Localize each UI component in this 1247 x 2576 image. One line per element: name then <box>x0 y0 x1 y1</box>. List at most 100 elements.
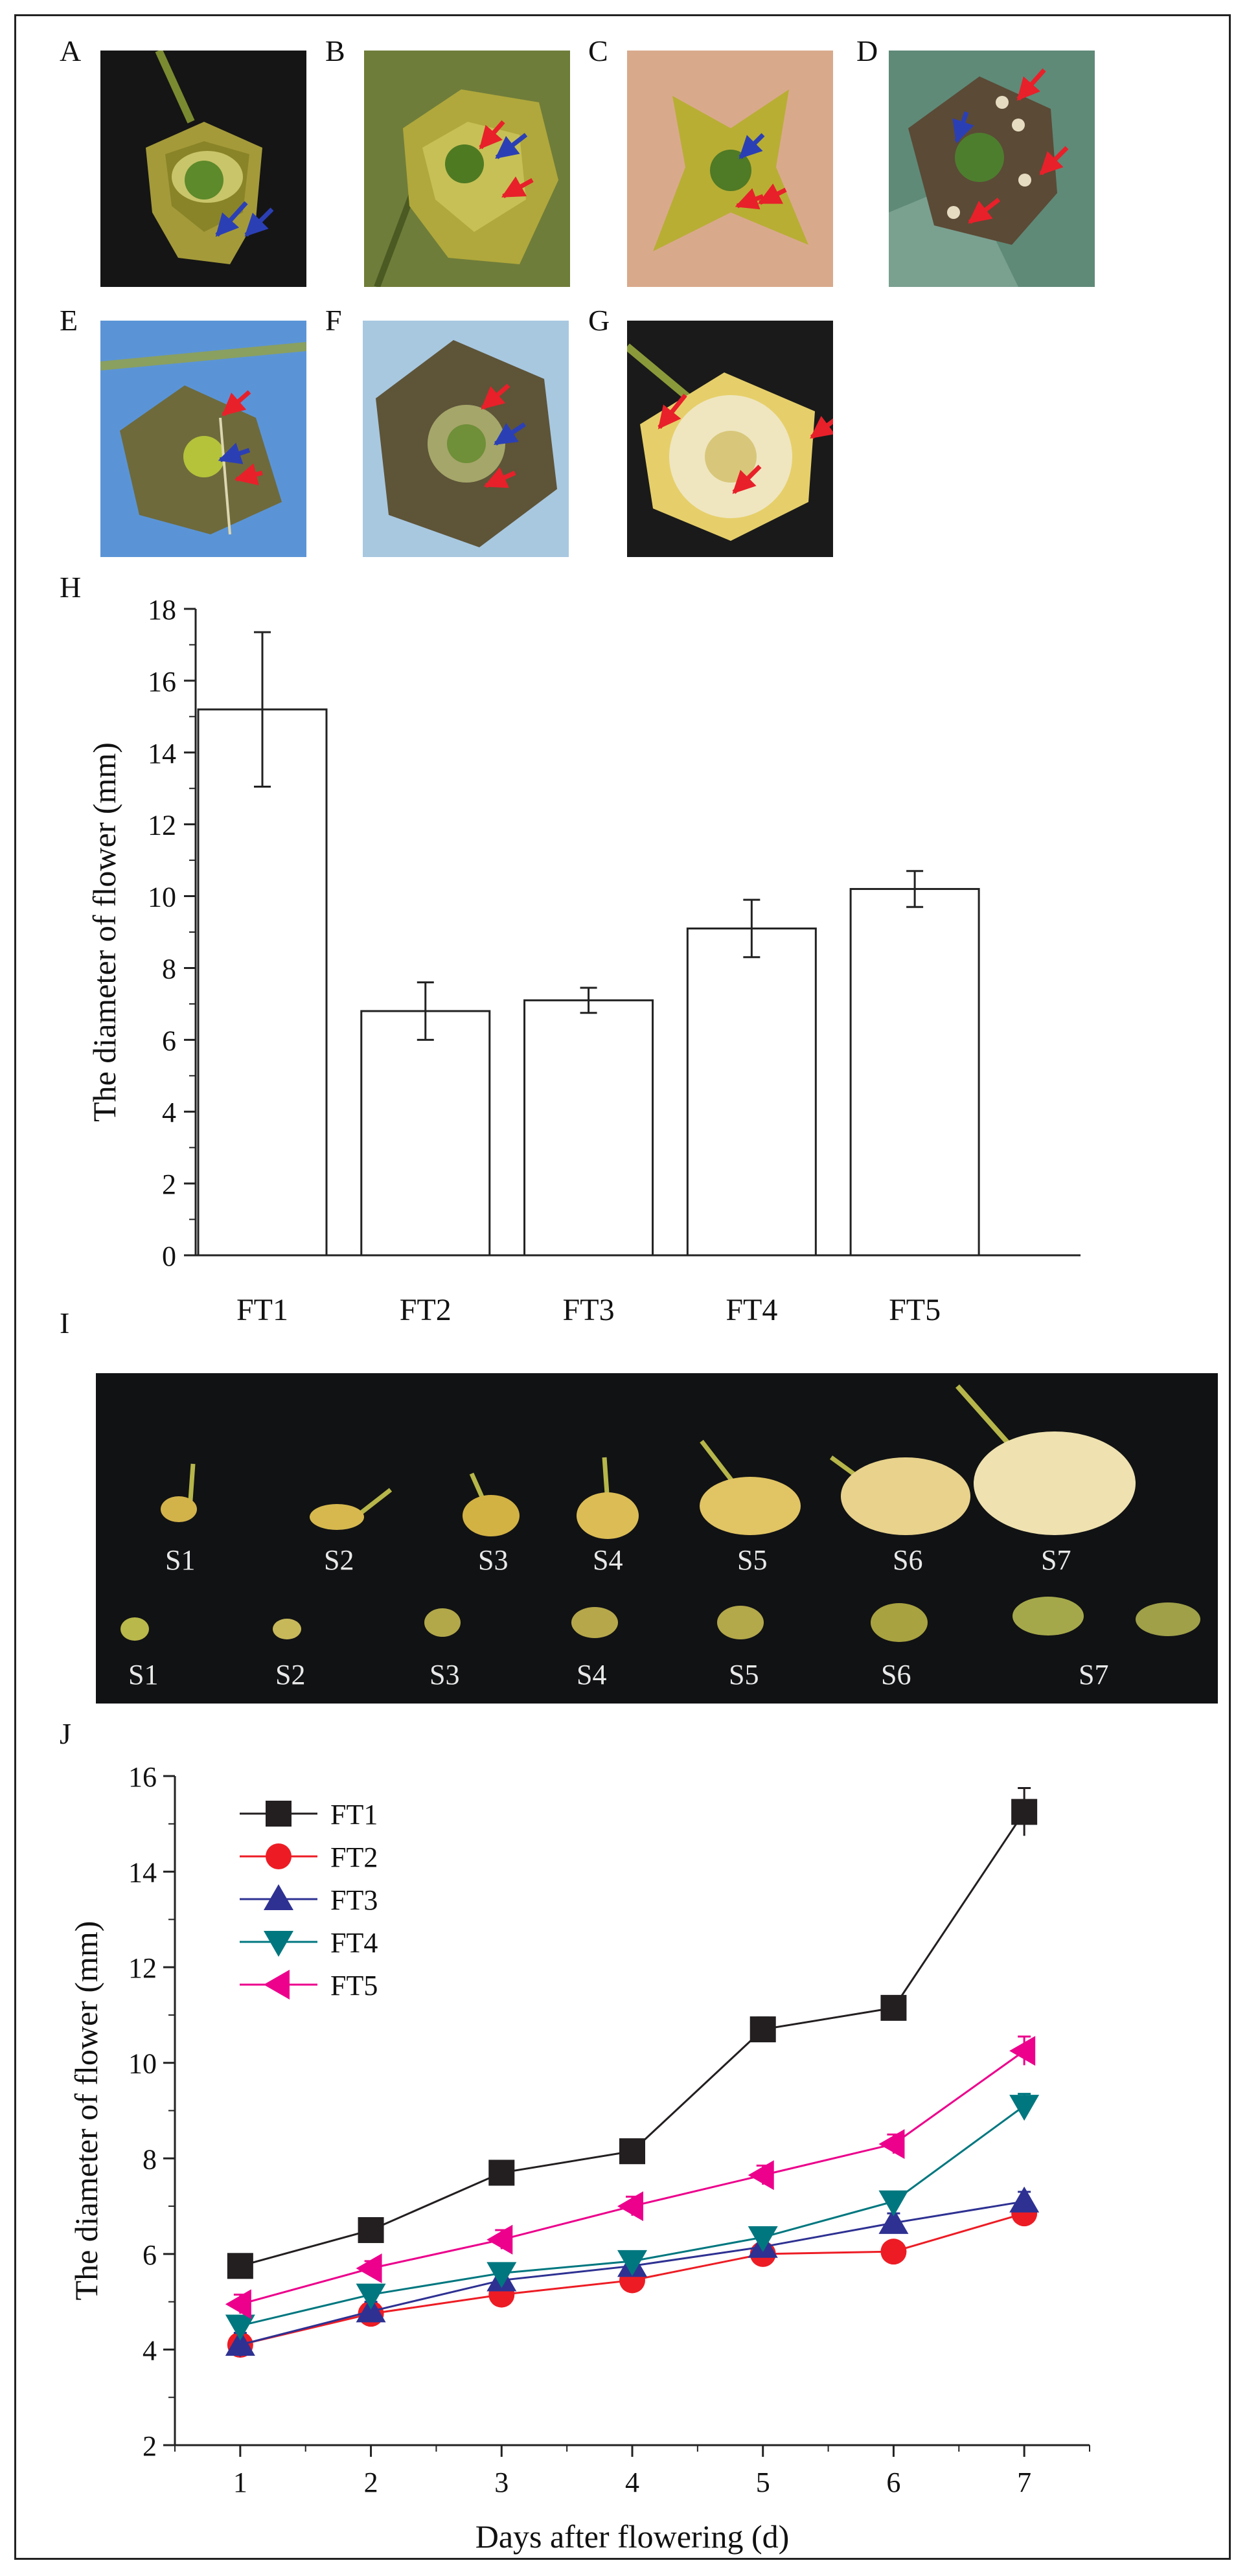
stage-label-row2-s5: S5 <box>729 1659 759 1691</box>
j-point-ft4 <box>748 2226 778 2253</box>
stage-label-row2-s1: S1 <box>128 1659 159 1691</box>
j-point-ft4 <box>225 2314 255 2341</box>
j-legend-label-ft5: FT5 <box>330 1970 378 2001</box>
h-bar-ft3 <box>523 999 654 1257</box>
panel-label-a: A <box>60 34 82 67</box>
stage-label-row2-s4: S4 <box>577 1659 607 1691</box>
panel-label-j: J <box>60 1717 71 1750</box>
h-bar-ft1 <box>197 708 328 1257</box>
j-point-ft2 <box>880 2239 907 2265</box>
j-point-ft4 <box>1009 2095 1040 2121</box>
h-y-axis-label: The diameter of flower (mm) <box>86 742 122 1122</box>
j-y-tick-label: 2 <box>143 2430 157 2462</box>
j-x-tick-label: 1 <box>233 2467 247 2498</box>
h-y-tick-label: 4 <box>162 1097 176 1128</box>
stage-row-1-flowers <box>161 1384 1136 1539</box>
j-point-ft3 <box>1009 2186 1040 2213</box>
j-point-ft1 <box>619 2138 645 2165</box>
j-legend-marker-ft1 <box>266 1801 292 1827</box>
photo-c <box>627 51 833 287</box>
photo-b <box>364 51 570 287</box>
stage-label-row2-s6: S6 <box>881 1659 911 1691</box>
j-point-ft1 <box>880 1994 907 2021</box>
stage-label-row1-s3: S3 <box>478 1544 509 1576</box>
j-x-tick-label: 4 <box>625 2467 639 2498</box>
j-point-ft1 <box>1011 1799 1038 1825</box>
panel-label-e: E <box>60 304 78 337</box>
stage-label-row1-s5: S5 <box>737 1544 768 1576</box>
stage-label-row1-s2: S2 <box>324 1544 354 1576</box>
j-point-ft4 <box>617 2250 647 2276</box>
h-y-tick-label: 8 <box>162 953 176 985</box>
j-point-ft4 <box>356 2283 386 2310</box>
j-point-ft5 <box>486 2224 513 2255</box>
j-legend-marker-ft2 <box>266 1843 292 1869</box>
j-y-tick-label: 10 <box>128 2048 157 2080</box>
stage-label-row1-s6: S6 <box>893 1544 923 1576</box>
j-point-ft5 <box>617 2191 643 2222</box>
h-x-tick-label-ft5: FT5 <box>889 1293 941 1321</box>
j-legend-label-ft1: FT1 <box>330 1799 378 1830</box>
j-y-tick-label: 12 <box>128 1952 157 1984</box>
j-legend-marker-ft3 <box>264 1884 293 1910</box>
h-x-tick-label-ft2: FT2 <box>400 1293 452 1321</box>
j-point-ft5 <box>356 2253 382 2283</box>
h-y-tick-label: 14 <box>148 738 176 769</box>
stage-label-row1-s7: S7 <box>1041 1544 1071 1576</box>
j-legend-label-ft3: FT3 <box>330 1884 378 1916</box>
j-y-axis-label: The diameter of flower (mm) <box>68 1921 104 2301</box>
photo-f <box>363 321 569 557</box>
j-point-ft1 <box>488 2160 515 2186</box>
stage-label-row1-s1: S1 <box>165 1544 196 1576</box>
panel-label-h: H <box>60 571 82 604</box>
h-y-tick-label: 18 <box>148 594 176 626</box>
photo-d <box>889 51 1095 287</box>
stage-label-row1-s4: S4 <box>593 1544 623 1576</box>
stage-label-row2-s2: S2 <box>275 1659 306 1691</box>
stage-label-row2-s3: S3 <box>429 1659 460 1691</box>
chart-h: 0 2 4 6 8 10 12 14 16 18 The diameter of flower (m… <box>86 594 1081 1321</box>
h-y-tick-label: 10 <box>148 882 176 913</box>
j-legend-marker-ft4 <box>264 1931 293 1957</box>
j-point-ft4 <box>878 2190 909 2217</box>
h-y-tick-label: 16 <box>148 666 176 698</box>
j-x-tick-label: 3 <box>494 2467 509 2498</box>
h-y-tick-label: 0 <box>162 1240 176 1272</box>
stage-label-row2-s7: S7 <box>1079 1659 1109 1691</box>
j-point-ft1 <box>358 2217 384 2243</box>
h-y-tick-label: 12 <box>148 810 176 841</box>
photo-i-stages <box>96 1373 1218 1704</box>
h-bar-ft4 <box>686 927 817 1257</box>
h-x-tick-label-ft1: FT1 <box>236 1293 288 1321</box>
j-x-tick-label: 5 <box>756 2467 770 2498</box>
panel-label-f: F <box>325 304 342 337</box>
h-x-tick-label-ft4: FT4 <box>726 1293 777 1321</box>
j-x-axis-label: Days after flowering (d) <box>475 2518 790 2555</box>
j-point-ft5 <box>1009 2036 1036 2066</box>
h-y-tick-label: 6 <box>162 1025 176 1056</box>
j-y-tick-label: 14 <box>128 1857 157 1889</box>
j-x-tick-label: 7 <box>1017 2467 1031 2498</box>
stage-row-2-flowers <box>120 1597 1200 1642</box>
photo-a <box>100 51 306 287</box>
j-point-ft3 <box>225 2330 255 2356</box>
panel-label-g: G <box>588 304 610 337</box>
panel-label-b: B <box>325 34 345 67</box>
figure-frame <box>14 14 1231 2560</box>
panel-label-c: C <box>588 34 608 67</box>
j-x-tick-label: 2 <box>364 2467 378 2498</box>
j-legend-marker-ft5 <box>264 1970 290 2000</box>
photo-e <box>100 321 306 557</box>
panel-label-d: D <box>856 34 878 67</box>
j-series-ft2 <box>227 2200 1038 2358</box>
j-legend-label-ft2: FT2 <box>330 1841 378 1873</box>
panel-label-i: I <box>60 1306 70 1339</box>
j-point-ft5 <box>748 2160 774 2191</box>
j-series-ft5 <box>225 2035 1036 2320</box>
j-point-ft4 <box>486 2262 517 2288</box>
j-y-tick-label: 8 <box>143 2143 157 2175</box>
photo-g <box>627 321 833 557</box>
j-series-ft1 <box>227 1786 1038 2279</box>
j-point-ft1 <box>227 2253 253 2279</box>
